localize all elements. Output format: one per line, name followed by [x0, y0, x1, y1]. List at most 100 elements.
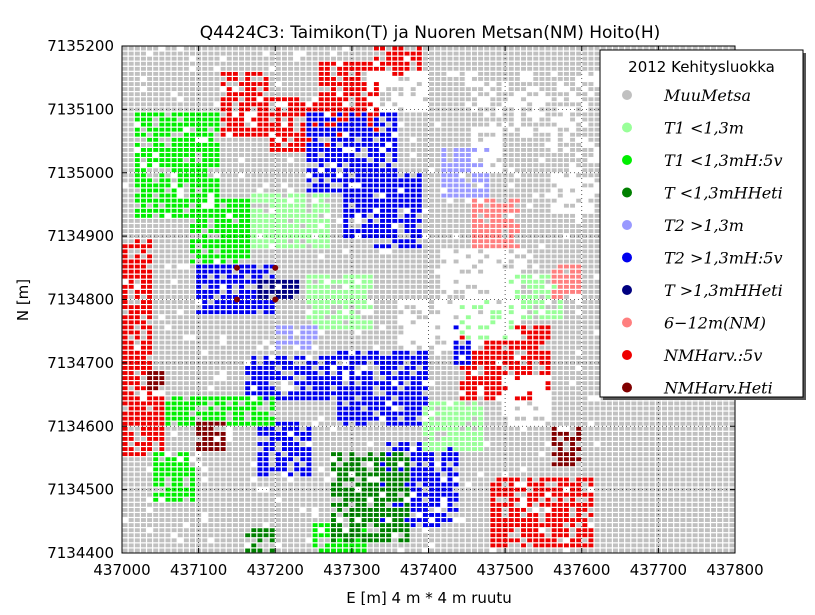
data-cell: [392, 350, 398, 355]
data-cell: [545, 366, 551, 370]
data-cell: [551, 523, 557, 528]
data-cell: [367, 548, 373, 553]
data-cell: [429, 492, 435, 497]
data-cell: [349, 355, 355, 360]
data-cell: [312, 436, 318, 441]
data-cell: [165, 533, 171, 538]
data-cell: [324, 513, 330, 517]
data-cell: [704, 421, 710, 426]
data-cell: [306, 528, 312, 533]
data-cell: [239, 295, 244, 299]
data-cell: [331, 401, 336, 406]
data-cell: [202, 528, 208, 533]
data-cell: [386, 289, 392, 294]
data-cell: [386, 305, 392, 310]
data-cell: [343, 381, 349, 386]
data-cell: [435, 310, 441, 315]
data-cell: [306, 279, 312, 284]
data-cell: [263, 376, 269, 381]
data-cell: [232, 487, 238, 492]
data-cell: [202, 462, 208, 467]
data-cell: [447, 376, 453, 381]
data-cell: [655, 462, 661, 467]
data-cell: [386, 482, 392, 487]
data-cell: [398, 487, 404, 492]
data-cell: [490, 507, 496, 512]
data-cell: [306, 401, 312, 406]
data-cell: [349, 442, 355, 446]
data-cell: [318, 426, 324, 431]
data-cell: [251, 284, 257, 289]
data-cell: [232, 274, 238, 279]
data-cell: [202, 538, 208, 543]
data-cell: [514, 492, 520, 497]
data-cell: [337, 411, 343, 416]
data-cell: [294, 381, 300, 386]
data-cell: [324, 518, 330, 522]
data-cell: [386, 431, 392, 436]
data-cell: [692, 452, 698, 457]
data-cell: [472, 366, 477, 370]
data-cell: [288, 345, 294, 350]
data-cell: [723, 472, 729, 477]
data-cell: [655, 457, 661, 462]
data-cell: [404, 426, 410, 431]
data-cell: [183, 513, 189, 517]
data-cell: [171, 366, 177, 370]
data-cell: [570, 325, 576, 330]
data-cell: [563, 366, 569, 370]
data-cell: [226, 310, 232, 315]
data-cell: [331, 507, 336, 512]
data-cell: [594, 355, 600, 360]
data-cell: [251, 391, 257, 396]
data-cell: [514, 325, 520, 330]
data-cell: [643, 406, 649, 411]
data-cell: [288, 482, 294, 487]
data-cell: [533, 477, 539, 482]
data-cell: [435, 436, 441, 441]
data-cell: [214, 381, 220, 386]
data-cell: [226, 533, 232, 538]
data-cell: [300, 340, 306, 345]
data-cell: [128, 426, 134, 431]
data-cell: [122, 431, 128, 436]
data-cell: [153, 411, 159, 416]
data-cell: [343, 355, 349, 360]
data-cell: [711, 401, 717, 406]
data-cell: [410, 538, 416, 543]
data-cell: [576, 477, 582, 482]
data-cell: [594, 350, 600, 355]
data-cell: [251, 325, 257, 330]
data-cell: [306, 330, 312, 335]
data-cell: [484, 421, 490, 426]
data-cell: [153, 492, 159, 497]
data-cell: [619, 426, 625, 431]
data-cell: [367, 371, 373, 375]
data-cell: [288, 371, 294, 375]
data-cell: [165, 462, 171, 467]
data-cell: [220, 533, 226, 538]
data-cell: [392, 518, 398, 522]
data-cell: [729, 518, 735, 522]
data-cell: [281, 502, 287, 507]
data-cell: [177, 477, 183, 482]
data-cell: [208, 295, 214, 299]
data-cell: [312, 386, 318, 391]
data-cell: [128, 436, 134, 441]
data-cell: [324, 442, 330, 446]
data-cell: [361, 467, 367, 472]
data-cell: [582, 320, 588, 325]
data-cell: [134, 376, 140, 381]
data-cell: [422, 366, 428, 370]
data-cell: [582, 513, 588, 517]
data-cell: [521, 371, 526, 375]
data-cell: [711, 421, 717, 426]
data-cell: [582, 340, 588, 345]
data-cell: [521, 442, 526, 446]
data-cell: [668, 467, 674, 472]
data-cell: [514, 548, 520, 553]
data-cell: [220, 528, 226, 533]
data-cell: [576, 533, 582, 538]
data-cell: [649, 416, 655, 421]
data-cell: [159, 396, 165, 401]
